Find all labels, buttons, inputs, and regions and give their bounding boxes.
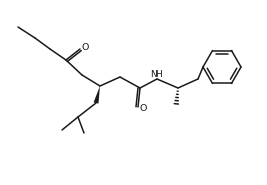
Text: O: O: [81, 43, 89, 51]
Text: N: N: [150, 70, 156, 78]
Text: H: H: [155, 70, 161, 78]
Text: O: O: [139, 103, 147, 112]
Polygon shape: [93, 86, 100, 104]
